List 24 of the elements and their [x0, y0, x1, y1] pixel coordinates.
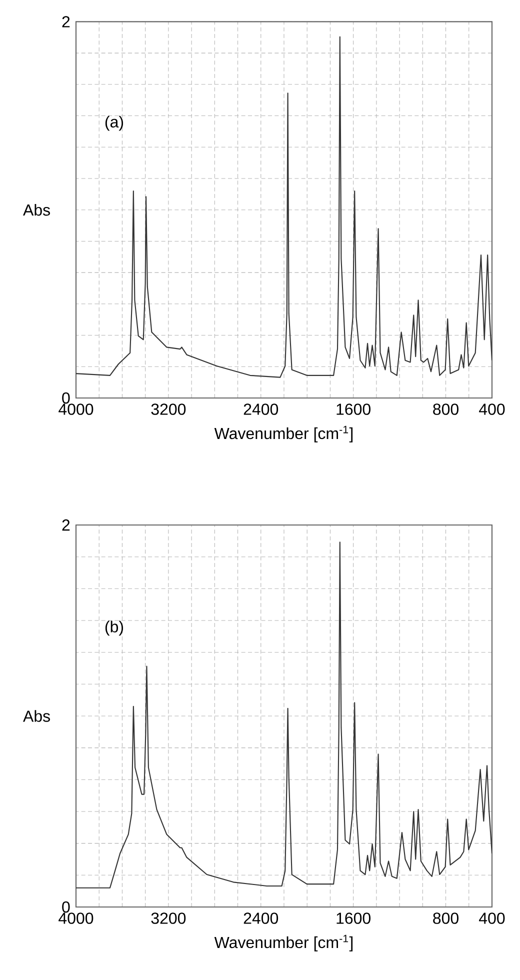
x-tick-label: 400	[479, 912, 505, 924]
x-tick-label: 4000	[58, 404, 94, 415]
y-axis-title: Abs	[23, 710, 50, 722]
annotation: (b)	[105, 620, 124, 636]
x-tick-label: 3200	[151, 404, 186, 415]
x-axis-title: Wavenumber [cm$^{-1}$]	[214, 934, 353, 952]
y-axis-title: Abs	[23, 204, 50, 216]
x-tick-label: 400	[479, 404, 505, 415]
y-tick-label: 0	[62, 392, 70, 404]
y-tick-label: 0	[62, 901, 70, 913]
line-series	[76, 542, 492, 888]
x-tick-label: 1600	[336, 912, 370, 924]
x-tick-label: 2400	[244, 912, 278, 924]
x-tick-label: 4000	[58, 912, 94, 924]
y-tick-label: 2	[62, 16, 70, 28]
line-series	[76, 36, 492, 378]
x-tick-label: 800	[433, 404, 458, 415]
x-axis-title: Wavenumber [cm$^{-1}$]	[214, 426, 353, 442]
x-tick-label: 800	[433, 912, 458, 924]
x-tick-label: 1600	[336, 404, 370, 415]
annotation: (a)	[105, 116, 124, 131]
x-tick-label: 3200	[151, 912, 186, 924]
y-tick-label: 2	[62, 519, 70, 531]
x-tick-label: 2400	[244, 404, 278, 415]
